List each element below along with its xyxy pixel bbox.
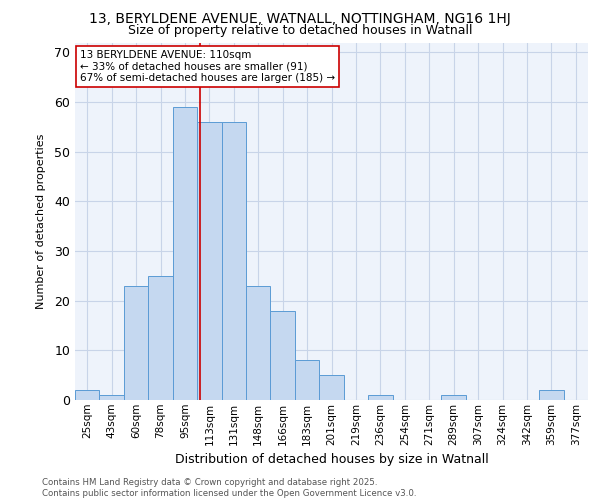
- Bar: [319, 375, 344, 400]
- Bar: [539, 390, 563, 400]
- Bar: [246, 286, 271, 400]
- Bar: [75, 390, 100, 400]
- Bar: [173, 107, 197, 400]
- Text: 13 BERYLDENE AVENUE: 110sqm
← 33% of detached houses are smaller (91)
67% of sem: 13 BERYLDENE AVENUE: 110sqm ← 33% of det…: [80, 50, 335, 83]
- Bar: [271, 310, 295, 400]
- Bar: [295, 360, 319, 400]
- Bar: [442, 395, 466, 400]
- Y-axis label: Number of detached properties: Number of detached properties: [36, 134, 46, 309]
- Bar: [368, 395, 392, 400]
- Text: Contains HM Land Registry data © Crown copyright and database right 2025.
Contai: Contains HM Land Registry data © Crown c…: [42, 478, 416, 498]
- Bar: [124, 286, 148, 400]
- Bar: [221, 122, 246, 400]
- Text: Size of property relative to detached houses in Watnall: Size of property relative to detached ho…: [128, 24, 472, 37]
- Text: 13, BERYLDENE AVENUE, WATNALL, NOTTINGHAM, NG16 1HJ: 13, BERYLDENE AVENUE, WATNALL, NOTTINGHA…: [89, 12, 511, 26]
- Bar: [148, 276, 173, 400]
- Bar: [197, 122, 221, 400]
- Bar: [100, 395, 124, 400]
- X-axis label: Distribution of detached houses by size in Watnall: Distribution of detached houses by size …: [175, 453, 488, 466]
